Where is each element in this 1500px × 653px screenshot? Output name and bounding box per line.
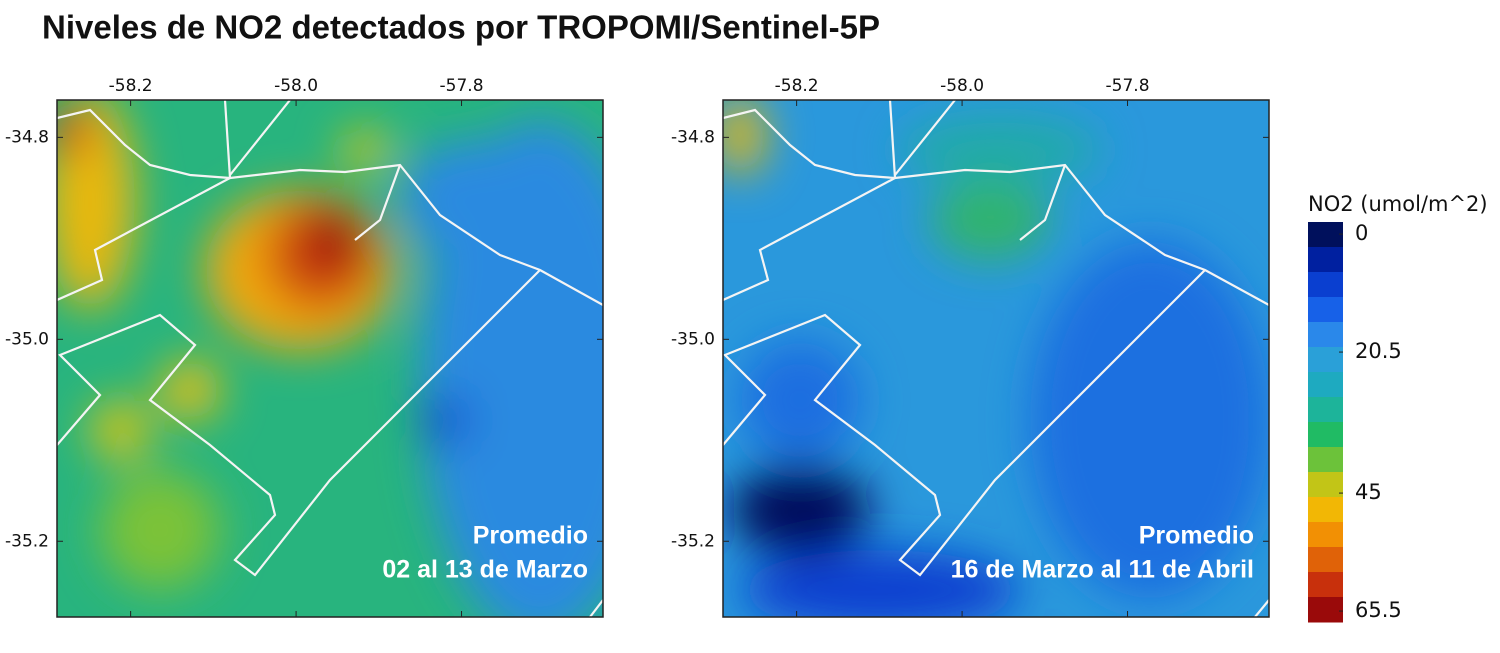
y-tick-label: -35.2 xyxy=(5,531,49,551)
x-tick-label: -58.0 xyxy=(940,76,984,96)
colorbar-cell xyxy=(1308,322,1343,348)
colorbar-cell xyxy=(1308,497,1343,523)
no2-field xyxy=(57,100,603,617)
x-tick-label: -57.8 xyxy=(440,76,484,96)
colorbar-cell xyxy=(1308,297,1343,323)
y-tick-label: -35.0 xyxy=(5,329,49,349)
y-tick-label: -35.0 xyxy=(671,329,715,349)
panel-frame xyxy=(56,99,604,618)
colorbar-cell xyxy=(1308,222,1343,248)
colorbar-cell xyxy=(1308,372,1343,398)
colorbar-cell xyxy=(1308,397,1343,423)
panel-label: Promedio xyxy=(1139,522,1254,550)
colorbar-tick-label: 65.5 xyxy=(1355,598,1402,622)
colorbar-cell xyxy=(1308,547,1343,573)
colorbar-tick-label: 20.5 xyxy=(1355,339,1402,363)
colorbar-cell xyxy=(1308,597,1343,623)
x-tick-label: -58.0 xyxy=(274,76,318,96)
panel-label: 02 al 13 de Marzo xyxy=(382,556,588,584)
colorbar-cell xyxy=(1308,247,1343,273)
panel-label: Promedio xyxy=(473,522,588,550)
y-tick-label: -34.8 xyxy=(5,127,49,147)
y-tick-label: -34.8 xyxy=(671,127,715,147)
colorbar-cell xyxy=(1308,472,1343,498)
colorbar-cell xyxy=(1308,447,1343,473)
y-tick-label: -35.2 xyxy=(671,531,715,551)
x-tick-label: -58.2 xyxy=(109,76,153,96)
panel-label: 16 de Marzo al 11 de Abril xyxy=(951,556,1254,584)
colorbar-cell xyxy=(1308,272,1343,298)
title: Niveles de NO2 detectados por TROPOMI/Se… xyxy=(42,9,880,46)
colorbar-cell xyxy=(1308,347,1343,373)
x-tick-label: -58.2 xyxy=(775,76,819,96)
colorbar-tick-label: 0 xyxy=(1355,221,1368,245)
colorbar-tick-label: 45 xyxy=(1355,480,1382,504)
colorbar-cell xyxy=(1308,572,1343,598)
panel-frame xyxy=(722,99,1270,618)
colorbar-cell xyxy=(1308,522,1343,548)
x-tick-label: -57.8 xyxy=(1106,76,1150,96)
no2-field xyxy=(723,100,1269,617)
colorbar-title: NO2 (umol/m^2) xyxy=(1308,192,1488,216)
colorbar-cell xyxy=(1308,422,1343,448)
